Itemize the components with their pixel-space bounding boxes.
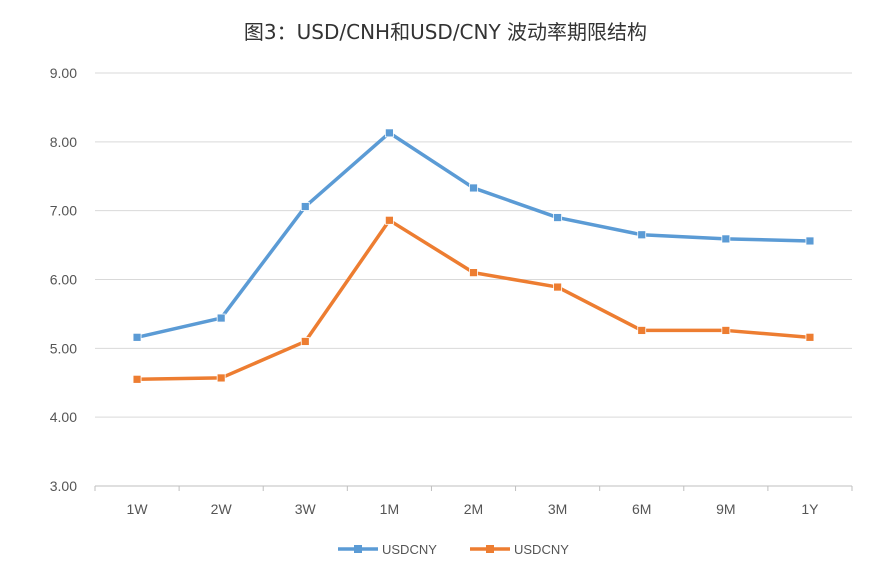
x-tick-label: 6M <box>632 501 651 517</box>
legend-item: USDCNY <box>338 542 437 557</box>
y-tick-label: 6.00 <box>50 272 77 288</box>
x-tick-label: 1W <box>127 501 149 517</box>
legend-label: USDCNY <box>382 542 437 557</box>
data-point <box>300 202 310 211</box>
data-point <box>721 234 731 244</box>
series-1 <box>132 128 815 342</box>
data-point <box>553 282 563 292</box>
y-axis: 3.00 4.00 5.00 6.00 7.00 8.00 9.00 <box>50 65 77 494</box>
data-point <box>469 183 478 193</box>
chart-title: 图3：USD/CNH和USD/CNY 波动率期限结构 <box>243 20 648 44</box>
data-point <box>805 236 815 246</box>
y-tick-label: 5.00 <box>50 340 77 356</box>
x-tick-label: 3W <box>295 501 317 517</box>
x-tick-label: 3M <box>548 501 567 517</box>
data-point <box>384 128 394 138</box>
data-point <box>553 213 563 222</box>
data-point <box>469 268 478 278</box>
series-line <box>135 131 812 340</box>
y-tick-label: 8.00 <box>50 134 77 150</box>
x-tick-label: 2W <box>211 501 233 517</box>
data-point <box>132 374 142 384</box>
series-2 <box>132 215 815 384</box>
data-point <box>216 313 226 323</box>
x-tick-label: 1Y <box>801 501 819 517</box>
data-point <box>805 332 815 342</box>
data-point <box>384 215 394 225</box>
y-tick-label: 7.00 <box>50 203 77 219</box>
x-axis: 1W 2W 3W 1M 2M 3M 6M 9M 1Y <box>94 486 853 517</box>
series-line <box>135 218 812 382</box>
legend-swatch-marker <box>354 545 362 553</box>
y-tick-label: 9.00 <box>50 65 77 81</box>
data-point <box>637 326 647 335</box>
data-point <box>721 326 731 335</box>
legend-item: USDCNY <box>470 542 569 557</box>
series-layer <box>132 128 815 384</box>
x-tick-label: 9M <box>716 501 735 517</box>
grid-layer <box>95 72 852 487</box>
legend-swatch-marker <box>486 545 494 553</box>
x-tick-label: 1M <box>380 501 399 517</box>
legend: USDCNY USDCNY <box>338 542 569 557</box>
data-point <box>216 373 226 383</box>
y-tick-label: 4.00 <box>50 409 77 425</box>
data-point <box>637 230 647 240</box>
data-point <box>132 332 142 342</box>
data-point <box>300 337 310 346</box>
y-tick-label: 3.00 <box>50 478 77 494</box>
x-tick-label: 2M <box>464 501 483 517</box>
legend-label: USDCNY <box>514 542 569 557</box>
